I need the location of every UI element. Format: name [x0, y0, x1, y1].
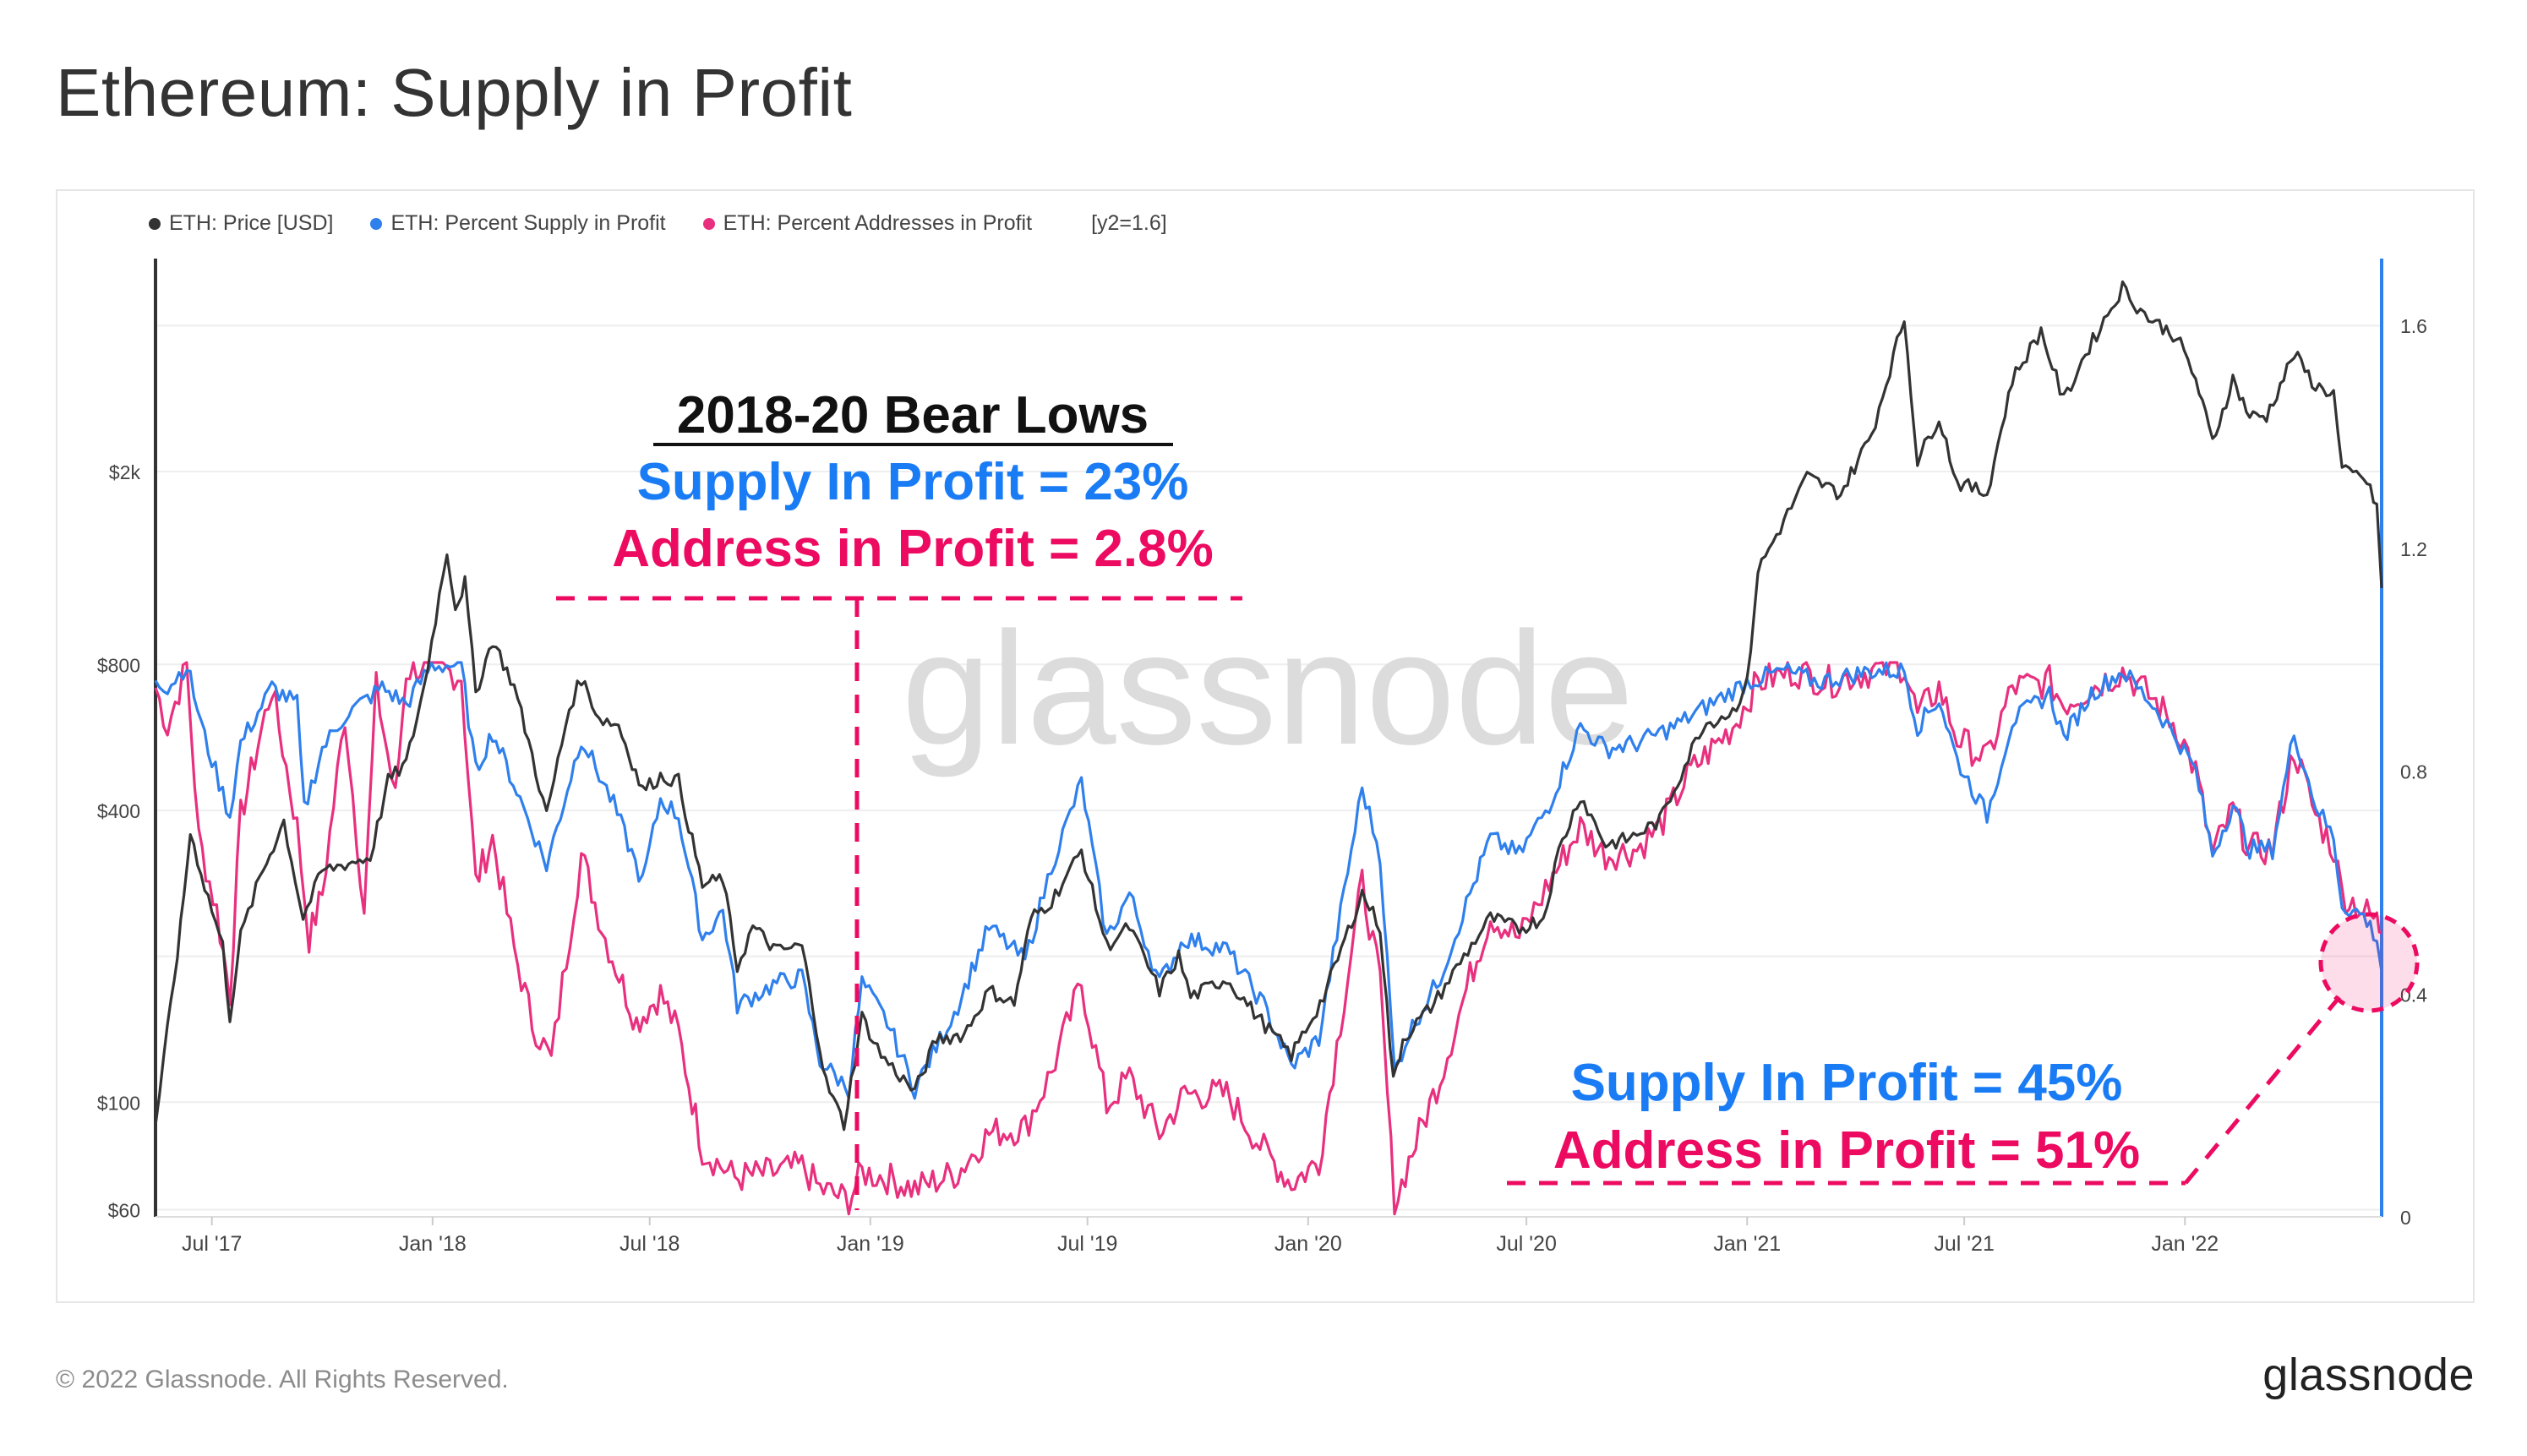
annotation-left-heading: 2018-20 Bear Lows	[677, 386, 1149, 444]
y-left-tick-label: $400	[97, 800, 140, 822]
chart-frame	[56, 189, 2475, 1303]
x-tick-label: Jul '21	[1934, 1232, 1994, 1256]
legend-label-price: ETH: Price [USD]	[169, 211, 334, 235]
price-line[interactable]	[154, 280, 2383, 1132]
legend-item-price[interactable]: ETH: Price [USD]	[149, 211, 333, 236]
x-tick-label: Jul '20	[1496, 1232, 1556, 1256]
annotation-right-address: Address in Profit = 51%	[1553, 1121, 2140, 1180]
chart-legend: ETH: Price [USD] ETH: Percent Supply in …	[149, 211, 1167, 236]
watermark: glassnode	[902, 599, 1634, 778]
x-tick-label: Jan '22	[2151, 1232, 2219, 1256]
x-tick-label: Jan '18	[399, 1232, 467, 1256]
y-left-tick-label: $60	[108, 1200, 140, 1222]
axes	[154, 259, 2383, 1218]
y-left-ticks: $60 $100 $400 $800 $2k	[97, 461, 141, 1222]
footer-copyright: © 2022 Glassnode. All Rights Reserved.	[56, 1366, 509, 1393]
legend-dot-price	[149, 217, 161, 230]
y-right-tick-label: 1.6	[2400, 315, 2427, 337]
y-left-tick-label: $100	[97, 1092, 140, 1114]
y-right-tick-label: 0	[2400, 1207, 2411, 1229]
y-right-tick-label: 0.4	[2400, 984, 2427, 1006]
grid-lines	[156, 324, 2382, 1211]
x-tick-label: Jul '19	[1057, 1232, 1117, 1256]
page-title: Ethereum: Supply in Profit	[56, 55, 853, 130]
addresses-in-profit-line[interactable]	[154, 661, 2382, 1216]
legend-y2-note: [y2=1.6]	[1091, 211, 1167, 235]
annotation-left-supply: Supply In Profit = 23%	[637, 453, 1189, 511]
x-tick-label: Jul '17	[182, 1232, 242, 1256]
legend-label-supply: ETH: Percent Supply in Profit	[390, 211, 666, 235]
x-tick-label: Jan '21	[1713, 1232, 1781, 1256]
y-right-tick-label: 1.2	[2400, 538, 2427, 560]
x-axis-ticks: Jul '17 Jan '18 Jul '18 Jan '19 Jul '19 Jan '…	[182, 1217, 2219, 1256]
y-left-tick-label: $2k	[109, 461, 141, 483]
annotation-right-circle	[2318, 912, 2420, 1013]
annotation-left: 2018-20 Bear Lows Supply In Profit = 23%…	[556, 386, 1242, 1210]
y-right-ticks: 0 0.4 0.8 1.2 1.6	[2400, 315, 2427, 1229]
annotation-right-supply: Supply In Profit = 45%	[1571, 1054, 2123, 1112]
legend-label-addresses: ETH: Percent Addresses in Profit	[723, 211, 1033, 235]
annotation-right-diag	[2184, 995, 2341, 1185]
y-right-tick-label: 0.8	[2400, 761, 2427, 783]
x-tick-label: Jan '20	[1274, 1232, 1342, 1256]
annotation-right: Supply In Profit = 45% Address in Profit…	[1507, 912, 2420, 1186]
legend-dot-addresses	[702, 217, 715, 230]
legend-item-addresses[interactable]: ETH: Percent Addresses in Profit	[702, 211, 1033, 236]
x-tick-label: Jan '19	[837, 1232, 904, 1256]
legend-dot-supply	[370, 217, 383, 230]
annotation-left-address: Address in Profit = 2.8%	[612, 520, 1214, 578]
footer-logo[interactable]: glassnode	[2262, 1350, 2475, 1400]
x-tick-label: Jul '18	[619, 1232, 680, 1256]
y-left-tick-label: $800	[97, 654, 140, 676]
series-lines	[154, 280, 2383, 1216]
legend-item-supply[interactable]: ETH: Percent Supply in Profit	[370, 211, 666, 236]
